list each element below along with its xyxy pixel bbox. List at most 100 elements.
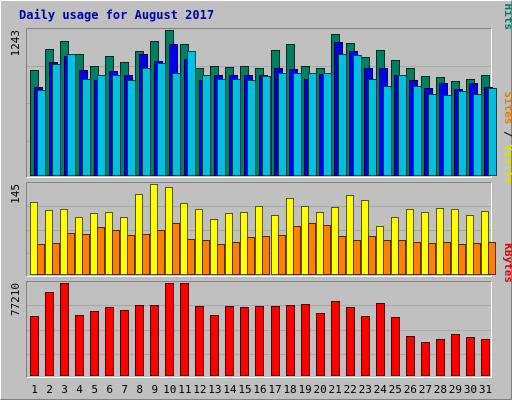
bar-sites-day-17: [278, 235, 286, 275]
x-tick-label-day-31: 31: [479, 383, 492, 396]
bar-pages-day-3: [67, 54, 76, 176]
bar-visits-day-13: [210, 219, 218, 275]
bar-pages-day-16: [262, 76, 271, 176]
bar-kbytes-day-14: [225, 306, 234, 376]
bar-kbytes-day-3: [60, 283, 69, 376]
bar-sites-day-8: [142, 234, 150, 275]
x-tick-label-day-11: 11: [178, 383, 191, 396]
bar-sites-day-13: [217, 244, 225, 275]
bar-sites-day-16: [262, 236, 270, 275]
bar-visits-day-2: [45, 210, 53, 275]
bar-sites-day-27: [428, 243, 436, 275]
bar-visits-day-7: [120, 217, 128, 275]
bar-pages-day-9: [157, 63, 166, 176]
bar-kbytes-day-12: [195, 306, 204, 376]
x-axis-tick-labels: 1 2 3 4 5 6 7 8 9 10 11 12 13 14 15 16 17 18 19 20 21 22 23 24 2…: [31, 383, 492, 396]
bar-kbytes-day-4: [75, 315, 84, 376]
chart-title: Daily usage for August 2017: [19, 8, 214, 22]
bar-pages-day-4: [82, 79, 91, 176]
bar-sites-day-25: [398, 240, 406, 275]
bar-sites-day-21: [338, 236, 346, 275]
x-tick-label-day-1: 1: [31, 383, 38, 396]
bar-kbytes-day-24: [376, 303, 385, 376]
bar-sites-day-29: [458, 244, 466, 275]
bar-visits-day-3: [60, 209, 68, 275]
bar-kbytes-day-7: [120, 310, 129, 376]
bar-pages-day-6: [112, 75, 121, 176]
bar-visits-day-22: [346, 195, 354, 275]
x-tick-label-day-17: 17: [268, 383, 281, 396]
x-tick-label-day-23: 23: [359, 383, 372, 396]
x-tick-label-day-27: 27: [419, 383, 432, 396]
bar-kbytes-day-17: [271, 306, 280, 376]
x-tick-label-day-21: 21: [329, 383, 342, 396]
series-kbytes: [30, 283, 490, 376]
bar-visits-day-31: [481, 211, 489, 275]
y-axis-max-label-kbytes: 77210: [9, 283, 22, 316]
bar-kbytes-day-19: [301, 304, 310, 376]
panel-hits-files-pages: 1243 Pages / Files / Hits: [9, 0, 512, 178]
bar-pages-day-20: [323, 73, 332, 176]
x-tick-label-day-20: 20: [314, 383, 327, 396]
bar-sites-day-19: [308, 223, 316, 275]
x-tick-label-day-7: 7: [121, 383, 128, 396]
x-tick-label-day-10: 10: [163, 383, 176, 396]
x-tick-label-day-4: 4: [76, 383, 83, 396]
panel-kbytes: 77210 KBytes: [9, 243, 512, 378]
panel-visits-sites: 145 Sites / Visits: [9, 91, 512, 277]
bar-kbytes-day-2: [45, 292, 54, 376]
bar-sites-day-28: [443, 242, 451, 275]
bar-visits-day-20: [316, 212, 324, 275]
bar-kbytes-day-10: [165, 283, 174, 376]
legend-entry: KBytes: [502, 243, 512, 283]
legend-entry: /: [502, 124, 512, 144]
bar-visits-day-26: [406, 209, 414, 275]
bar-visits-day-19: [301, 206, 309, 275]
bar-kbytes-day-13: [210, 315, 219, 376]
x-tick-label-day-9: 9: [151, 383, 158, 396]
x-tick-label-day-19: 19: [298, 383, 311, 396]
series-sites: [37, 223, 496, 275]
x-tick-label-day-18: 18: [283, 383, 296, 396]
bar-sites-day-11: [187, 239, 195, 275]
bar-pages-day-19: [308, 73, 317, 176]
x-tick-label-day-16: 16: [253, 383, 266, 396]
bar-sites-day-30: [473, 243, 481, 275]
y-axis-max-label-visits-sites: 145: [9, 184, 22, 204]
legend-label-visits-sites: Sites / Visits: [502, 91, 512, 184]
bar-pages-day-14: [232, 79, 241, 176]
bar-kbytes-day-20: [316, 313, 325, 376]
bar-pages-day-12: [202, 75, 211, 176]
x-tick-label-day-6: 6: [106, 383, 113, 396]
x-tick-label-day-8: 8: [136, 383, 143, 396]
bar-pages-day-18: [293, 73, 302, 176]
bar-pages-day-23: [368, 79, 377, 176]
bar-pages-day-7: [127, 80, 136, 176]
bar-visits-day-12: [195, 209, 203, 275]
bar-sites-day-26: [413, 242, 421, 275]
bar-pages-day-25: [398, 75, 407, 176]
legend-entry: /: [502, 0, 512, 4]
bar-kbytes-day-27: [421, 342, 430, 376]
bar-visits-day-23: [361, 200, 369, 275]
bar-visits-day-27: [421, 212, 429, 275]
bar-kbytes-day-5: [90, 311, 99, 376]
bar-sites-day-3: [67, 233, 75, 275]
x-tick-label-day-14: 14: [223, 383, 237, 396]
x-tick-label-day-12: 12: [193, 383, 206, 396]
bar-sites-day-9: [157, 230, 165, 275]
bar-visits-day-6: [105, 212, 113, 275]
x-tick-label-day-5: 5: [91, 383, 98, 396]
bar-pages-day-10: [172, 73, 181, 176]
bar-kbytes-day-6: [105, 307, 114, 376]
bar-visits-day-11: [180, 203, 188, 275]
bar-visits-day-24: [376, 226, 384, 275]
x-tick-label-day-24: 24: [374, 383, 388, 396]
legend-entry: Visits: [502, 144, 512, 184]
bar-sites-day-6: [112, 230, 120, 275]
bar-kbytes-day-21: [331, 301, 340, 376]
bar-sites-day-1: [37, 244, 45, 275]
bar-sites-day-10: [172, 223, 180, 275]
bar-visits-day-21: [331, 207, 339, 275]
